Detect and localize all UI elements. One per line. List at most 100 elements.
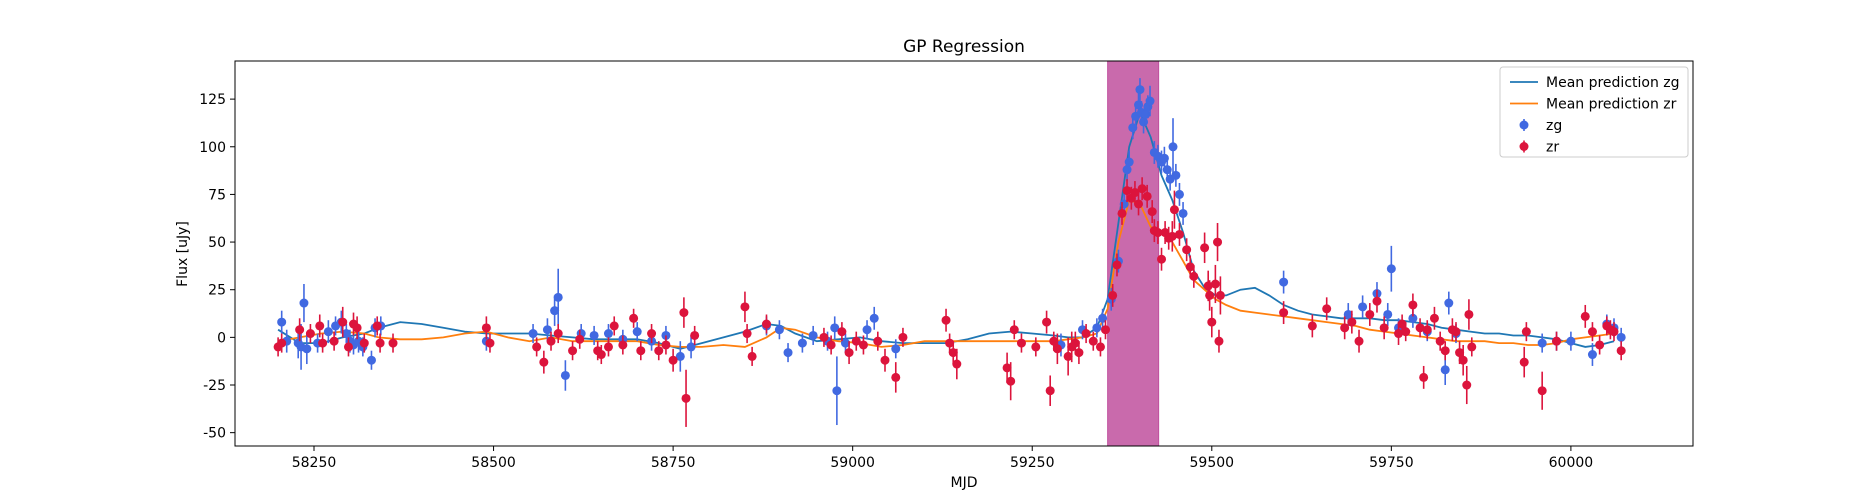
data-point <box>1042 317 1052 327</box>
data-point <box>862 325 872 335</box>
y-tick-label: -50 <box>203 426 226 442</box>
data-point <box>1185 262 1195 272</box>
data-point <box>1052 344 1062 354</box>
data-point <box>1537 338 1547 348</box>
data-point <box>647 329 657 339</box>
data-point <box>603 329 613 339</box>
data-point <box>1124 157 1134 167</box>
y-tick-label: -25 <box>203 378 226 394</box>
data-point <box>1435 336 1445 346</box>
data-point <box>1340 323 1350 333</box>
data-point <box>1168 142 1178 152</box>
legend-marker-swatch <box>1519 142 1529 151</box>
data-point <box>819 332 829 342</box>
x-tick-label: 58250 <box>292 455 337 471</box>
data-point <box>1566 336 1576 346</box>
data-point <box>1122 165 1132 175</box>
data-point <box>1182 245 1192 255</box>
data-point <box>661 340 671 350</box>
data-point <box>609 321 619 331</box>
data-point <box>1322 304 1332 314</box>
data-point <box>1519 357 1529 367</box>
data-point <box>532 342 542 352</box>
series-points-zr <box>273 177 1626 427</box>
data-point <box>891 344 901 354</box>
data-point <box>1408 300 1418 310</box>
data-point <box>1174 229 1184 239</box>
data-point <box>1112 260 1122 270</box>
data-point <box>1379 323 1389 333</box>
data-point <box>1210 279 1220 289</box>
data-point <box>1063 351 1073 361</box>
data-point <box>1394 329 1404 339</box>
data-point <box>546 336 556 346</box>
data-point <box>1142 191 1152 201</box>
y-axis-label: Flux [uJy] <box>175 221 191 287</box>
data-point <box>1130 188 1140 198</box>
data-point <box>1016 338 1026 348</box>
data-point <box>1189 271 1199 281</box>
data-point <box>553 329 563 339</box>
data-point <box>891 372 901 382</box>
data-point <box>603 342 613 352</box>
data-point <box>1537 386 1547 396</box>
data-point <box>948 348 958 358</box>
data-point <box>1214 336 1224 346</box>
y-axis: -50 -25 0 25 50 75 100 125 <box>199 92 235 442</box>
data-point <box>539 357 549 367</box>
data-point <box>372 321 382 331</box>
data-point <box>1467 342 1477 352</box>
data-point <box>1419 372 1429 382</box>
data-point <box>1171 170 1181 180</box>
data-point <box>1200 243 1210 253</box>
data-point <box>1153 228 1163 238</box>
data-point <box>366 355 376 365</box>
data-point <box>1203 281 1213 291</box>
data-point <box>1141 109 1151 119</box>
data-point <box>1088 336 1098 346</box>
data-point <box>305 329 315 339</box>
data-point <box>1167 231 1177 241</box>
data-point <box>481 323 491 333</box>
data-point <box>1045 386 1055 396</box>
data-point <box>299 298 309 308</box>
chart-title: GP Regression <box>903 37 1025 57</box>
data-point <box>1074 348 1084 358</box>
data-point <box>542 325 552 335</box>
data-point <box>1365 309 1375 319</box>
data-point <box>485 338 495 348</box>
legend-box <box>1499 66 1689 158</box>
data-point <box>826 340 836 350</box>
data-point <box>832 386 842 396</box>
data-point <box>302 344 312 354</box>
data-point <box>1006 376 1016 386</box>
y-tick-label: 0 <box>217 330 226 346</box>
data-point <box>1580 311 1590 321</box>
data-point <box>742 329 752 339</box>
data-point <box>1444 298 1454 308</box>
data-point <box>1343 309 1353 319</box>
data-point <box>632 327 642 337</box>
data-point <box>1429 313 1439 323</box>
data-point <box>388 338 398 348</box>
data-point <box>629 313 639 323</box>
data-point <box>1134 199 1144 209</box>
data-point <box>1002 363 1012 373</box>
data-point <box>1358 302 1368 312</box>
data-point <box>1451 327 1461 337</box>
legend-marker-swatch <box>1519 120 1529 130</box>
data-point <box>808 330 818 340</box>
data-point <box>1616 346 1626 356</box>
plot-frame <box>234 60 1694 447</box>
data-point <box>844 348 854 358</box>
data-point <box>686 342 696 352</box>
data-point <box>830 323 840 333</box>
data-point <box>1440 346 1450 356</box>
data-point <box>1401 327 1411 337</box>
data-point <box>1070 338 1080 348</box>
data-point <box>338 317 348 327</box>
data-point <box>1174 189 1184 199</box>
data-point <box>1354 336 1364 346</box>
data-point <box>560 370 570 380</box>
data-point <box>840 338 850 348</box>
